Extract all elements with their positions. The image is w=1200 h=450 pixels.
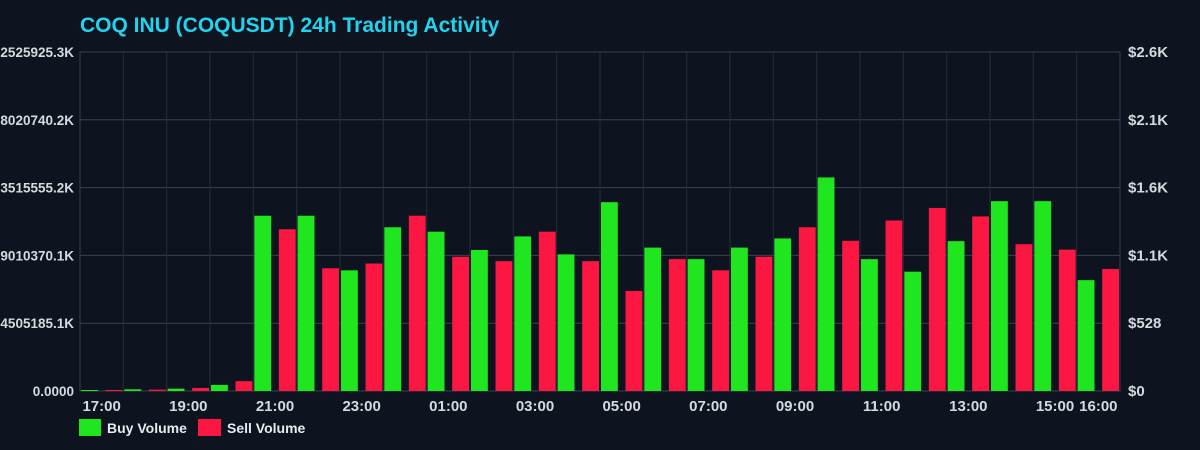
- svg-text:$1.6K: $1.6K: [1128, 180, 1168, 197]
- svg-text:05:00: 05:00: [602, 398, 640, 415]
- svg-text:0.0000: 0.0000: [33, 384, 74, 399]
- svg-text:21:00: 21:00: [256, 398, 294, 415]
- svg-text:9010370.1K: 9010370.1K: [0, 248, 74, 263]
- svg-text:$0: $0: [1128, 383, 1145, 400]
- svg-text:$1.1K: $1.1K: [1128, 247, 1168, 264]
- svg-text:3515555.2K: 3515555.2K: [0, 181, 74, 196]
- svg-text:13:00: 13:00: [949, 398, 987, 415]
- svg-text:8020740.2K: 8020740.2K: [0, 113, 74, 128]
- svg-text:01:00: 01:00: [429, 398, 467, 415]
- svg-text:07:00: 07:00: [689, 398, 727, 415]
- svg-text:$528: $528: [1128, 315, 1161, 332]
- svg-text:$2.6K: $2.6K: [1128, 44, 1168, 61]
- svg-text:2525925.3K: 2525925.3K: [0, 45, 74, 60]
- svg-text:15:00: 15:00: [1036, 398, 1074, 415]
- svg-text:Sell Volume: Sell Volume: [227, 420, 306, 436]
- svg-text:16:00: 16:00: [1079, 398, 1117, 415]
- svg-text:03:00: 03:00: [516, 398, 554, 415]
- svg-text:11:00: 11:00: [863, 398, 901, 415]
- svg-text:Buy Volume: Buy Volume: [107, 420, 187, 436]
- svg-text:17:00: 17:00: [82, 398, 120, 415]
- svg-text:23:00: 23:00: [342, 398, 380, 415]
- svg-text:09:00: 09:00: [776, 398, 814, 415]
- svg-text:19:00: 19:00: [169, 398, 207, 415]
- svg-text:$2.1K: $2.1K: [1128, 112, 1168, 129]
- svg-text:4505185.1K: 4505185.1K: [0, 316, 74, 331]
